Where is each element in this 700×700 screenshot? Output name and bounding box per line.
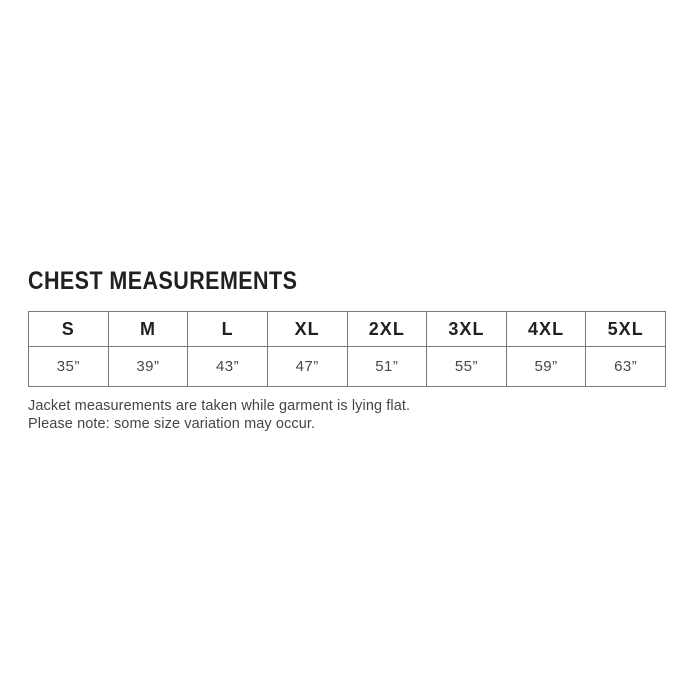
size-header-row: S M L XL 2XL 3XL 4XL 5XL [28, 311, 666, 347]
size-header-xl: XL [266, 311, 348, 347]
size-chart-section: CHEST MEASUREMENTS S M L XL 2XL 3XL 4XL … [28, 268, 668, 433]
measurement-note: Jacket measurements are taken while garm… [28, 398, 668, 433]
chart-title: CHEST MEASUREMENTS [28, 267, 298, 295]
measurement-xl: 47” [266, 346, 348, 387]
measurement-m: 39” [107, 346, 189, 387]
measurement-2xl: 51” [346, 346, 428, 387]
measurement-3xl: 55” [426, 346, 507, 387]
size-header-m: M [107, 311, 189, 347]
size-header-3xl: 3XL [426, 311, 507, 347]
size-chart-table: S M L XL 2XL 3XL 4XL 5XL 35” 39” 43” 47”… [28, 311, 666, 387]
measurement-4xl: 59” [505, 346, 587, 387]
size-header-l: L [187, 311, 268, 347]
note-line-2: Please note: some size variation may occ… [28, 415, 316, 432]
measurement-s: 35” [28, 346, 109, 387]
measurement-l: 43” [187, 346, 268, 387]
measurement-row: 35” 39” 43” 47” 51” 55” 59” 63” [28, 346, 666, 387]
note-line-1: Jacket measurements are taken while garm… [28, 398, 411, 414]
size-header-5xl: 5XL [585, 311, 666, 347]
size-header-2xl: 2XL [346, 311, 428, 347]
size-header-s: S [28, 311, 109, 347]
measurement-5xl: 63” [585, 346, 666, 387]
size-header-4xl: 4XL [505, 311, 587, 347]
